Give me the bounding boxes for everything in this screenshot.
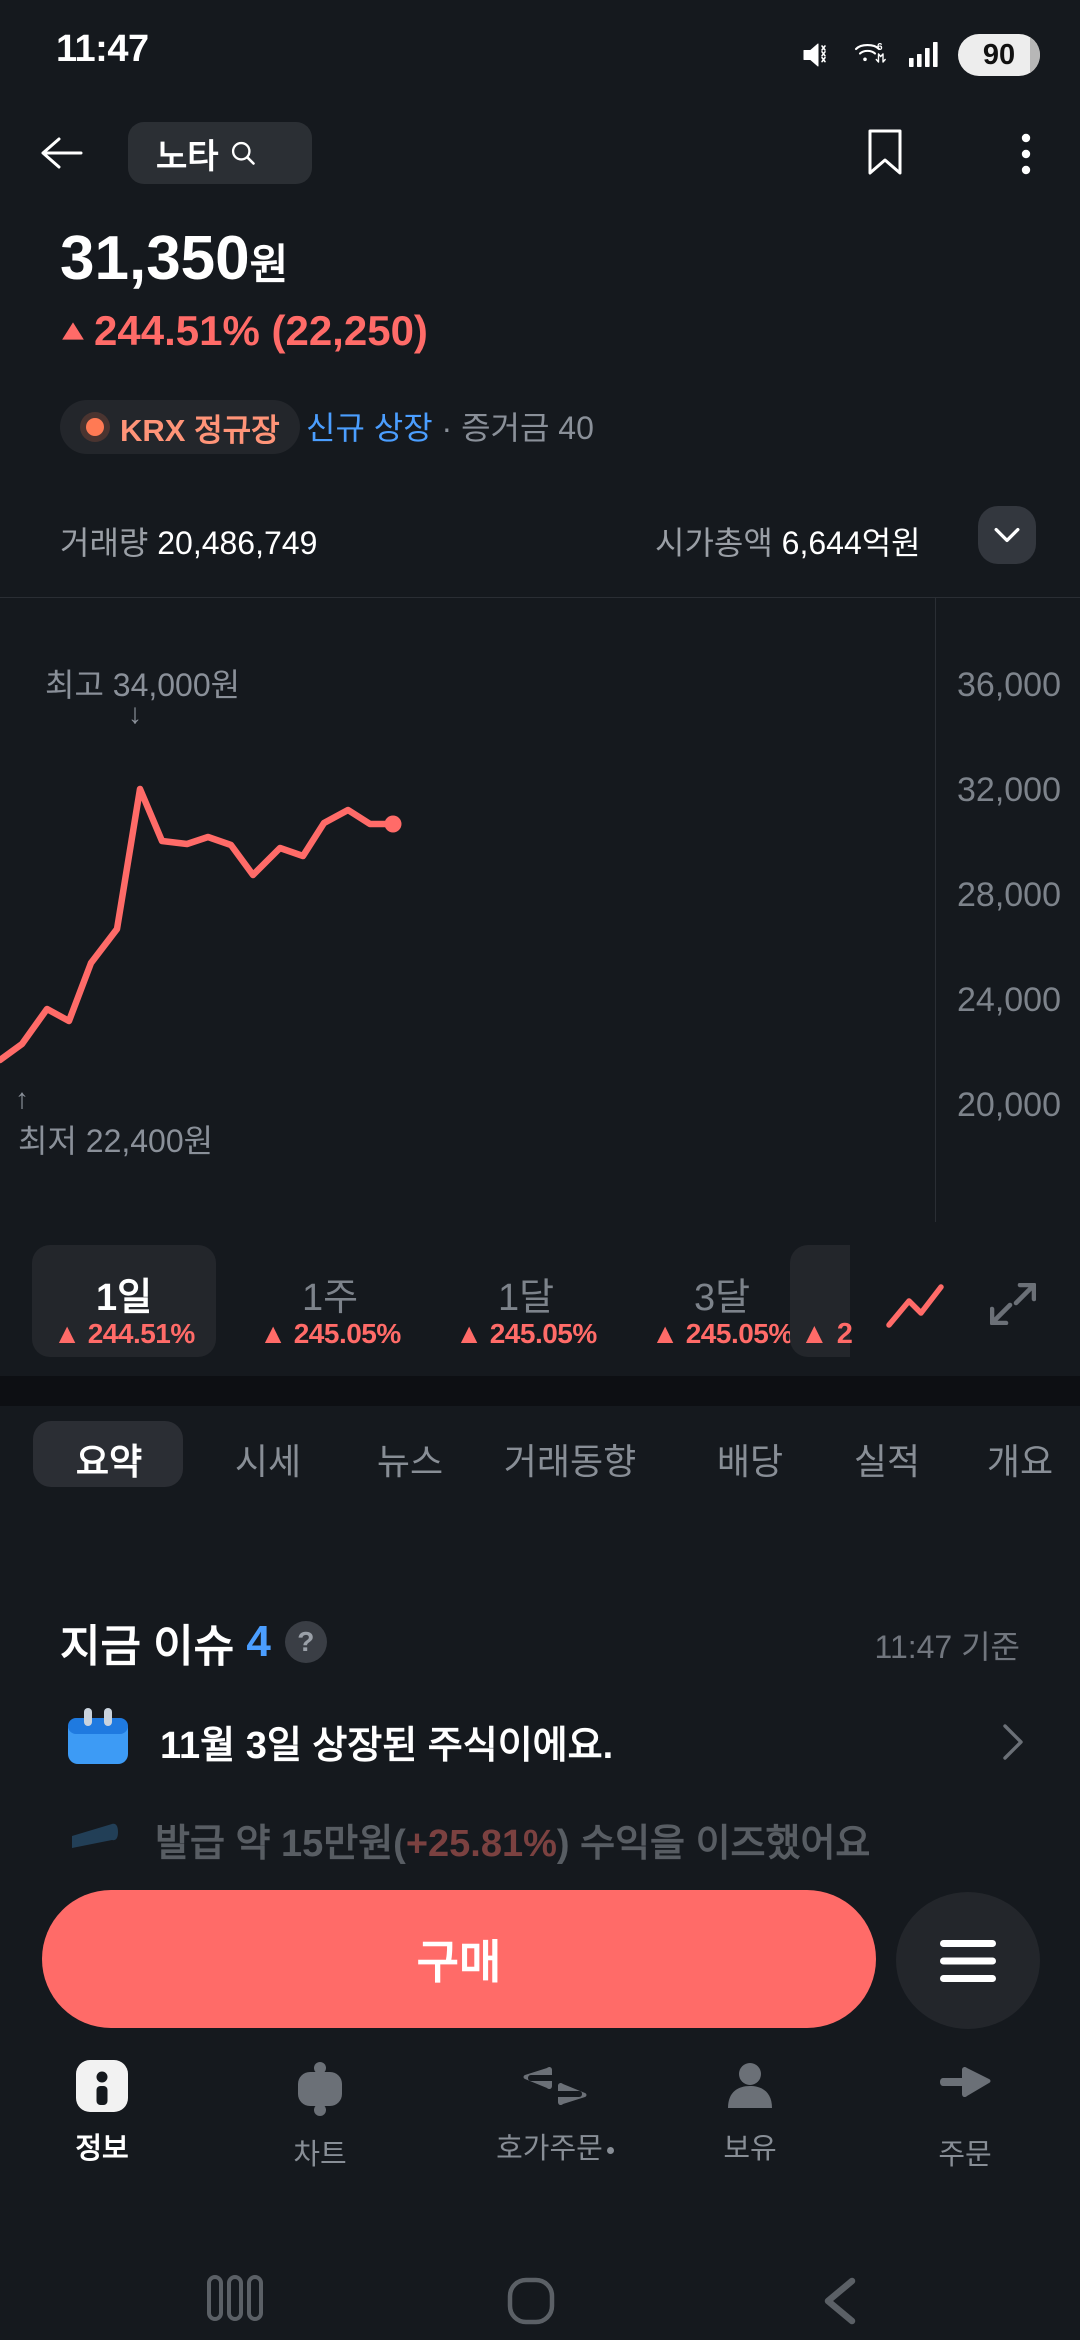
- svg-text:6: 6: [877, 42, 883, 53]
